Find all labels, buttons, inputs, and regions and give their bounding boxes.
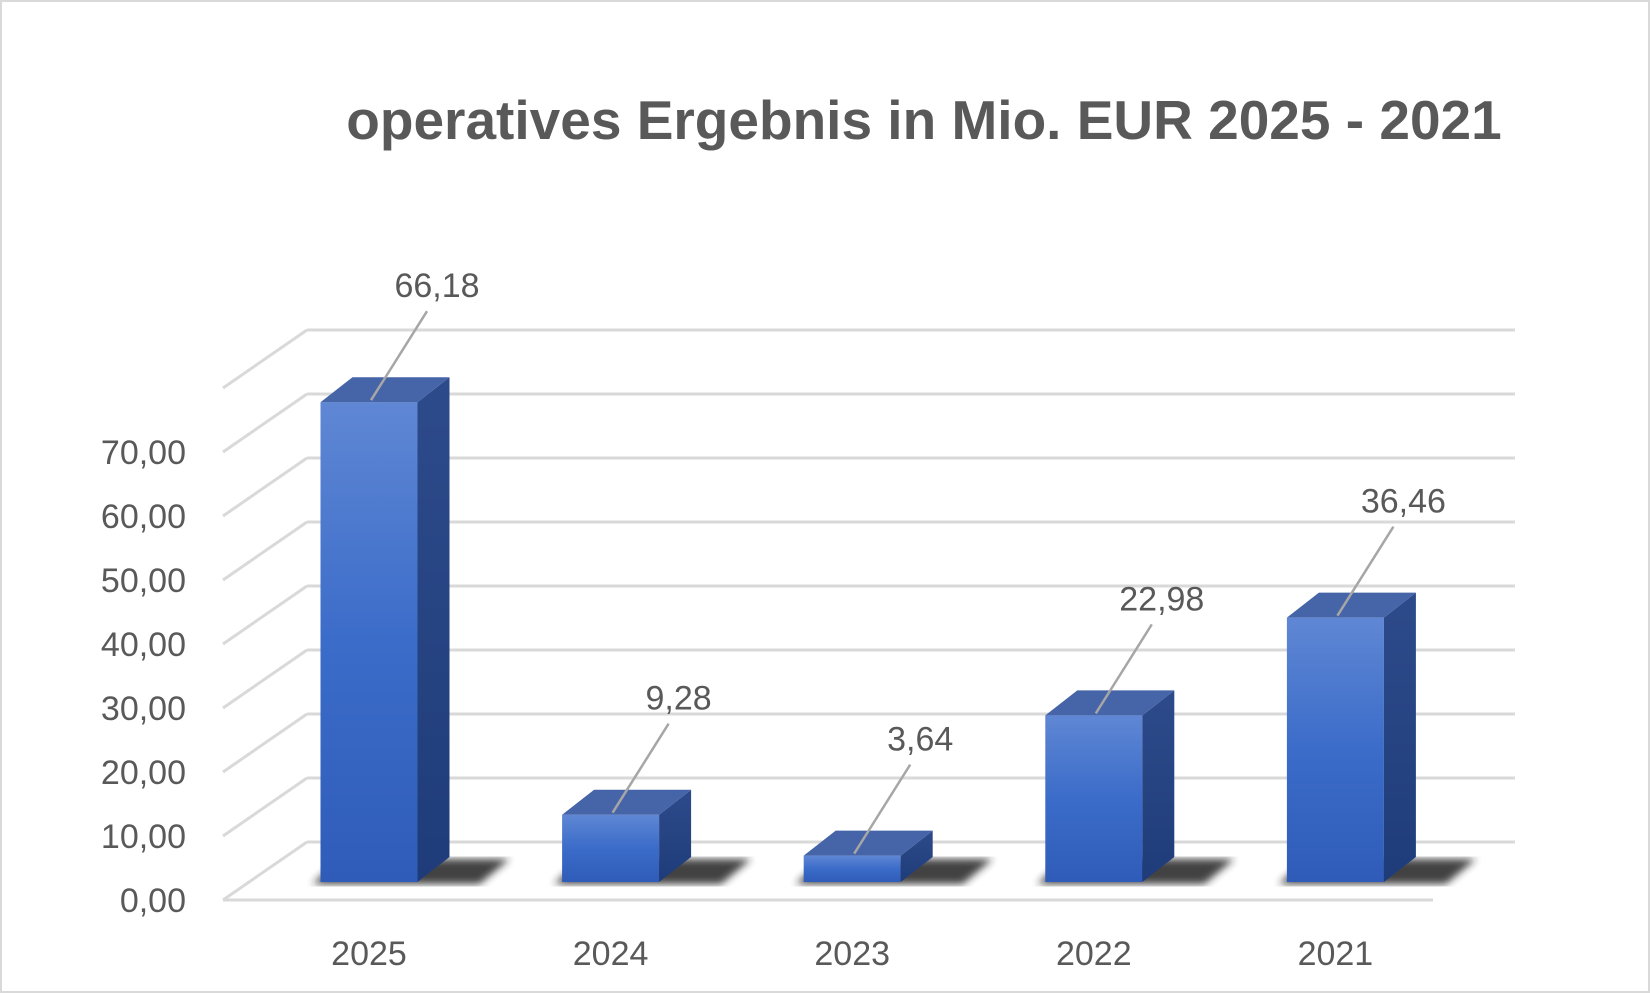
- data-label: 36,46: [1361, 483, 1446, 521]
- leader-line: [611, 723, 670, 814]
- y-tick-label: 60,00: [101, 498, 186, 536]
- grid-line: [222, 648, 308, 710]
- x-tick-label: 2023: [814, 935, 890, 973]
- bar-top: [1045, 690, 1175, 716]
- bar: [320, 402, 418, 882]
- grid-frame: [222, 328, 308, 390]
- bar: [1045, 715, 1143, 882]
- y-tick-label: 0,00: [120, 882, 186, 920]
- data-label: 9,28: [646, 680, 712, 718]
- y-tick-label: 50,00: [101, 562, 186, 600]
- bar: [562, 814, 660, 882]
- chart-title: operatives Ergebnis in Mio. EUR 2025 - 2…: [346, 89, 1502, 151]
- leader-line: [1094, 623, 1153, 715]
- y-tick-label: 30,00: [101, 690, 186, 728]
- bar-top: [803, 830, 933, 856]
- bar-top: [1286, 592, 1416, 618]
- grid-line: [222, 520, 308, 582]
- grid-line: [222, 584, 308, 646]
- bar-side: [1383, 592, 1416, 882]
- bar-top: [320, 377, 450, 403]
- bar: [803, 855, 901, 882]
- leader-line: [853, 763, 912, 855]
- grid-line: [222, 712, 308, 774]
- x-tick-label: 2022: [1056, 935, 1132, 973]
- y-tick-label: 70,00: [101, 434, 186, 472]
- bar-side: [659, 789, 692, 882]
- x-tick-label: 2021: [1298, 935, 1374, 973]
- bar: [1286, 617, 1384, 882]
- leader-line: [1336, 525, 1395, 617]
- grid-line: [222, 840, 308, 902]
- data-label: 22,98: [1119, 580, 1204, 618]
- x-tick-label: 2024: [573, 935, 649, 973]
- data-label: 3,64: [887, 721, 953, 759]
- grid-line: [222, 456, 308, 518]
- x-tick-label: 2025: [331, 935, 407, 973]
- bar-side: [417, 377, 450, 882]
- y-tick-label: 40,00: [101, 626, 186, 664]
- data-label: 66,18: [394, 267, 479, 305]
- grid-line: [222, 392, 308, 454]
- leader-line: [369, 310, 429, 401]
- y-tick-label: 10,00: [101, 818, 186, 856]
- bar-side: [900, 830, 933, 882]
- y-tick-label: 20,00: [101, 754, 186, 792]
- bar-top: [562, 789, 692, 815]
- bar-side: [1142, 690, 1175, 882]
- grid-line: [222, 776, 308, 838]
